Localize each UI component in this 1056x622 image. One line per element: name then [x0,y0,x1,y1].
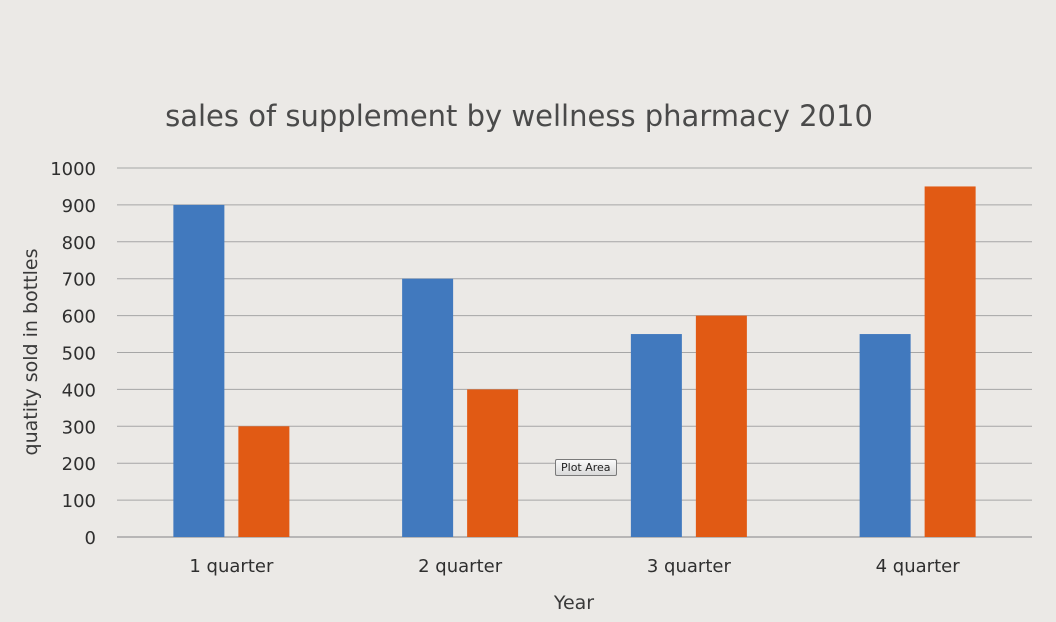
bars [173,186,976,537]
bar [630,334,682,537]
bar [467,389,519,537]
x-tick-label: 4 quarter [876,556,961,577]
y-tick-label: 200 [62,454,96,475]
bar [238,426,290,537]
y-tick-label: 1000 [50,159,96,180]
bar [695,315,747,537]
x-tick-label: 1 quarter [189,556,274,577]
x-tick-label: 2 quarter [418,556,503,577]
chart-title: sales of supplement by wellness pharmacy… [165,99,873,133]
bar [173,204,225,537]
y-tick-label: 700 [62,270,96,291]
y-tick-label: 500 [62,344,96,365]
x-tick-label: 3 quarter [647,556,732,577]
y-tick-label: 300 [62,417,96,438]
plot-area-tooltip: Plot Area [555,459,617,476]
y-axis-title: quatity sold in bottles [20,249,42,456]
x-axis-ticks: 1 quarter 2 quarter 3 quarter 4 quarter [189,556,960,577]
y-tick-label: 400 [62,380,96,401]
y-axis-ticks: 0 100 200 300 400 500 600 700 800 900 1000 [50,159,96,549]
x-axis-title: Year [553,592,594,614]
y-tick-label: 100 [62,491,96,512]
bar [924,186,976,537]
y-tick-label: 800 [62,233,96,254]
y-tick-label: 0 [85,528,96,549]
y-tick-label: 600 [62,307,96,328]
bar [859,334,911,537]
bar [402,278,454,537]
y-tick-label: 900 [62,196,96,217]
